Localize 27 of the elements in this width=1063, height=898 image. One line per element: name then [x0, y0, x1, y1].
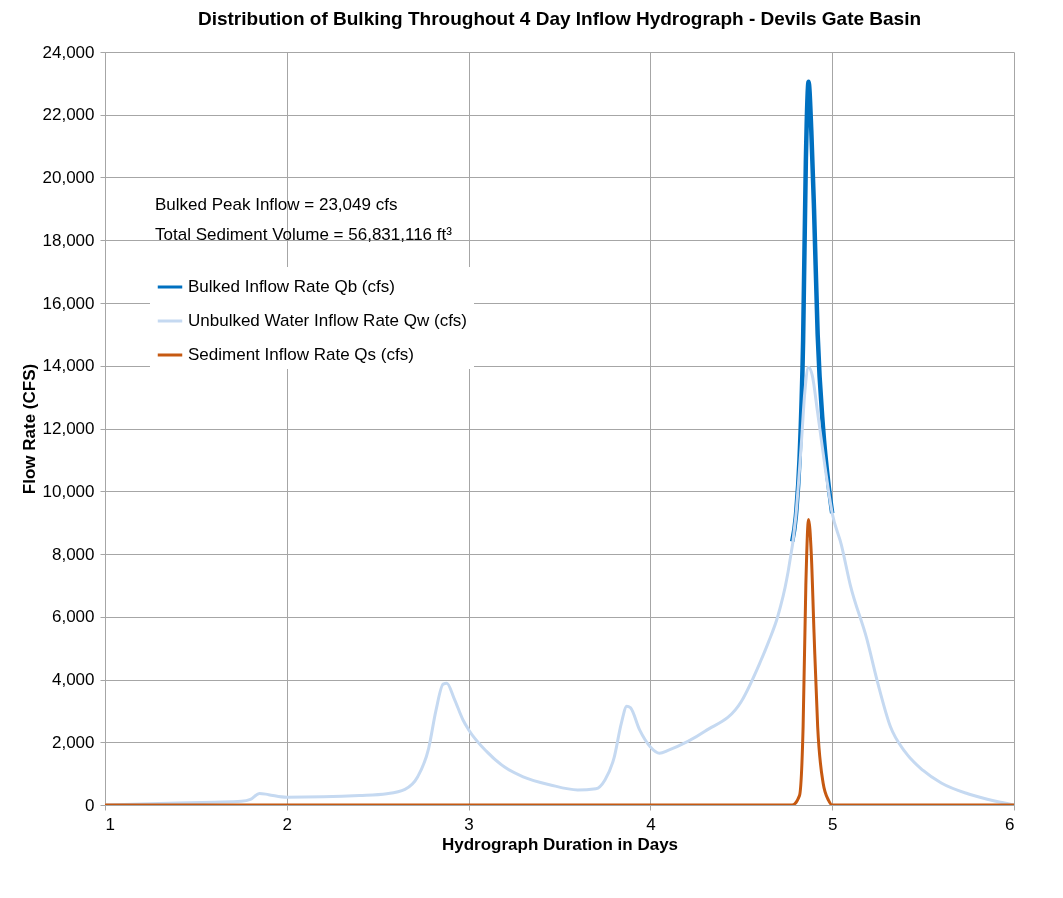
- x-tick-label: 3: [464, 814, 474, 834]
- y-tick-label: 12,000: [42, 419, 95, 438]
- y-tick-label: 24,000: [42, 42, 95, 62]
- legend-label: Unbulked Water Inflow Rate Qw (cfs): [188, 311, 468, 330]
- y-tick-label: 18,000: [42, 230, 95, 250]
- y-tick-label: 8,000: [51, 544, 95, 564]
- y-tick-label: 2,000: [51, 732, 95, 752]
- x-axis-title: Hydrograph Duration in Days: [441, 834, 679, 854]
- y-tick-label: 16,000: [42, 293, 95, 313]
- y-tick-label: 22,000: [42, 105, 95, 125]
- x-tick-label: 6: [1005, 814, 1015, 834]
- y-tick-label: 20,000: [42, 168, 95, 187]
- annotation: Total Sediment Volume = 56,831,116 ft³: [155, 225, 453, 244]
- y-tick-label: 4,000: [51, 670, 95, 689]
- y-axis-title: Flow Rate (CFS): [19, 363, 39, 495]
- x-tick-label: 2: [282, 814, 293, 834]
- y-tick-label: 0: [85, 795, 95, 815]
- legend-label: Bulked Inflow Rate Qb (cfs): [188, 277, 395, 296]
- y-tick-label: 10,000: [42, 481, 95, 501]
- x-tick-label: 1: [105, 814, 115, 834]
- annotation: Bulked Peak Inflow = 23,049 cfs: [155, 195, 398, 214]
- y-tick-label: 14,000: [42, 356, 95, 376]
- chart-title: Distribution of Bulking Throughout 4 Day Inflow Hydrograph - Devils Gate Basin: [197, 8, 922, 29]
- y-tick-label: 6,000: [51, 607, 95, 627]
- legend-label: Sediment Inflow Rate Qs (cfs): [188, 345, 414, 364]
- x-tick-label: 5: [827, 814, 838, 834]
- x-tick-label: 4: [646, 814, 656, 834]
